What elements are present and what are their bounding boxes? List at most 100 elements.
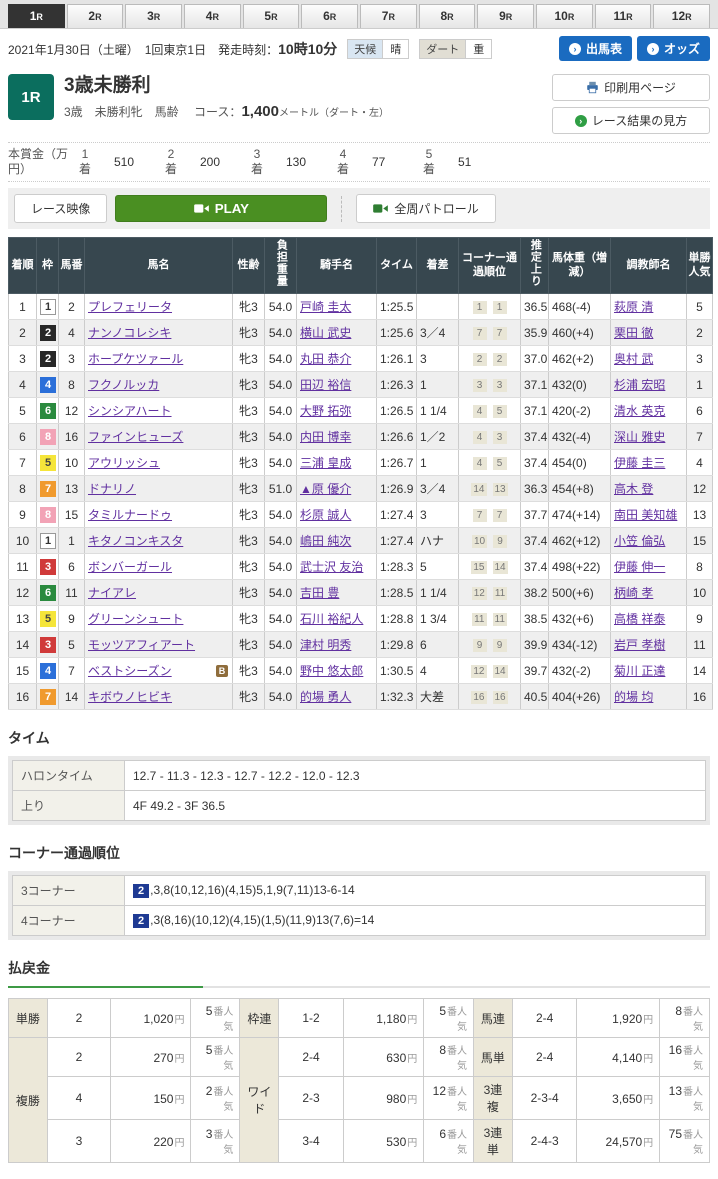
jockey-link[interactable]: 田辺 裕信	[300, 378, 352, 392]
trainer-link[interactable]: 南田 美知雄	[614, 508, 678, 522]
horse-name-cell: グリーンシュート	[84, 605, 233, 632]
odds-button[interactable]: › オッズ	[636, 36, 710, 61]
tab-race-5[interactable]: 5R	[242, 4, 300, 28]
horse-name-link[interactable]: ベストシーズン	[88, 664, 172, 678]
finish-position: 1	[8, 293, 37, 320]
play-button[interactable]: PLAY	[115, 195, 328, 222]
jockey-link[interactable]: 三浦 皇成	[300, 456, 352, 470]
horse-name-link[interactable]: ファインヒューズ	[88, 430, 184, 444]
finish-time: 1:26.6	[376, 423, 417, 450]
tab-race-7[interactable]: 7R	[360, 4, 417, 28]
race-video-button[interactable]: レース映像	[14, 194, 108, 223]
prize-amount: 77	[372, 155, 386, 169]
trainer-link[interactable]: 柄崎 孝	[614, 586, 654, 600]
trainer-link[interactable]: 奥村 武	[614, 352, 654, 366]
jockey-link[interactable]: 丸田 恭介	[300, 352, 352, 366]
trainer-link[interactable]: 高橋 祥泰	[614, 612, 666, 626]
trainer-link[interactable]: 岩戸 孝樹	[614, 638, 666, 652]
tab-race-6[interactable]: 6R	[301, 4, 359, 28]
horse-number: 7	[58, 657, 85, 684]
sex-age: 牝3	[232, 579, 265, 606]
frame-number: 3	[36, 553, 59, 580]
horse-name-link[interactable]: ホープケツァール	[88, 352, 184, 366]
sex-age: 牝3	[232, 527, 265, 554]
last-3f: 37.0	[520, 345, 549, 372]
horse-name-link[interactable]: グリーンシュート	[88, 612, 184, 626]
corner3-label: 3コーナー	[12, 875, 125, 906]
tab-race-2[interactable]: 2R	[66, 4, 124, 28]
tab-race-4[interactable]: 4R	[184, 4, 241, 28]
payout-popularity: 8番人気	[423, 1037, 475, 1077]
jockey-link[interactable]: 武士沢 友治	[300, 560, 364, 574]
horse-name-link[interactable]: ナイアレ	[88, 586, 137, 600]
tab-race-3[interactable]: 3R	[125, 4, 183, 28]
tab-race-9[interactable]: 9R	[477, 4, 535, 28]
patrol-video-button[interactable]: 全周パトロール	[356, 194, 496, 223]
trainer-link[interactable]: 深山 雅史	[614, 430, 666, 444]
win-favorite: 12	[686, 475, 713, 502]
trainer-link[interactable]: 清水 英克	[614, 404, 666, 418]
horse-name-cell: ベストシーズン B	[84, 657, 233, 684]
tab-race-11[interactable]: 11R	[594, 4, 652, 28]
print-page-button[interactable]: 印刷用ページ	[552, 74, 710, 101]
entry-table-button[interactable]: › 出馬表	[558, 36, 632, 61]
frame-number: 4	[36, 657, 59, 684]
jockey-link[interactable]: 吉田 豊	[300, 586, 340, 600]
trainer-link[interactable]: 的場 均	[614, 690, 654, 704]
jockey-link[interactable]: 的場 勇人	[300, 690, 352, 704]
tab-race-1[interactable]: 1R	[8, 4, 65, 28]
horse-number: 15	[58, 501, 85, 528]
trainer-link[interactable]: 小笠 倫弘	[614, 534, 666, 548]
horse-name-link[interactable]: フクノルッカ	[88, 378, 160, 392]
horse-name-link[interactable]: ナンノコレシキ	[88, 326, 172, 340]
sex-age: 牝3	[232, 605, 265, 632]
finish-time: 1:27.4	[376, 501, 417, 528]
jockey-link[interactable]: 野中 悠太郎	[300, 664, 364, 678]
payout-popularity: 5番人気	[190, 1037, 241, 1077]
finish-time: 1:26.7	[376, 449, 417, 476]
horse-name-link[interactable]: ボンバーガール	[88, 560, 173, 574]
jockey-link[interactable]: 戸崎 圭太	[300, 300, 352, 314]
horse-name-link[interactable]: モッツアフィアート	[88, 638, 196, 652]
jockey-link[interactable]: 嶋田 純次	[300, 534, 352, 548]
jockey-link[interactable]: 内田 博幸	[300, 430, 352, 444]
tab-race-10[interactable]: 10R	[536, 4, 593, 28]
sex-age: 牝3	[232, 345, 265, 372]
tab-race-12[interactable]: 12R	[653, 4, 711, 28]
arrow-circle-icon: ›	[568, 42, 581, 55]
trainer-link[interactable]: 菊川 正達	[614, 664, 666, 678]
horse-name-link[interactable]: シンシアハート	[88, 404, 172, 418]
trainer-link[interactable]: 杉浦 宏昭	[614, 378, 666, 392]
horse-name-link[interactable]: アウリッシュ	[88, 456, 161, 470]
carried-weight: 54.0	[264, 423, 297, 450]
frame-number: 6	[36, 579, 59, 606]
horse-name-link[interactable]: タミルナードゥ	[88, 508, 173, 522]
jockey-link[interactable]: ▲原 優介	[300, 482, 352, 496]
last-3f: 37.4	[520, 423, 549, 450]
horse-name-link[interactable]: プレフェリータ	[88, 300, 173, 314]
horse-name-link[interactable]: キボウノヒビキ	[88, 690, 173, 704]
trainer-link[interactable]: 高木 登	[614, 482, 654, 496]
jockey-link[interactable]: 大野 拓弥	[300, 404, 352, 418]
tab-race-8[interactable]: 8R	[418, 4, 476, 28]
result-row: 6 8 16 ファインヒューズ 牝3 54.0 内田 博幸 1:26.6 1／2 4 3 37.4 43…	[8, 423, 713, 450]
trainer-cell: 萩原 清	[610, 293, 687, 320]
corner-section-title: コーナー通過順位	[8, 845, 120, 861]
margin: 3	[416, 345, 459, 372]
jockey-link[interactable]: 杉原 誠人	[300, 508, 352, 522]
trainer-link[interactable]: 伊藤 圭三	[614, 456, 666, 470]
jockey-link[interactable]: 横山 武史	[300, 326, 352, 340]
horse-number: 9	[58, 605, 85, 632]
jockey-link[interactable]: 石川 裕紀人	[300, 612, 364, 626]
horse-weight: 462(+12)	[548, 527, 611, 554]
result-guide-button[interactable]: › レース結果の見方	[552, 107, 710, 134]
trainer-link[interactable]: 栗田 徹	[614, 326, 654, 340]
finish-time: 1:25.6	[376, 319, 417, 346]
horse-name-link[interactable]: キタノコンキスタ	[88, 534, 184, 548]
win-favorite: 11	[686, 631, 713, 658]
trainer-link[interactable]: 伊藤 伸一	[614, 560, 666, 574]
jockey-cell: 石川 裕紀人	[296, 605, 377, 632]
trainer-link[interactable]: 萩原 清	[614, 300, 654, 314]
jockey-link[interactable]: 津村 明秀	[300, 638, 352, 652]
horse-name-link[interactable]: ドナリノ	[88, 482, 137, 496]
